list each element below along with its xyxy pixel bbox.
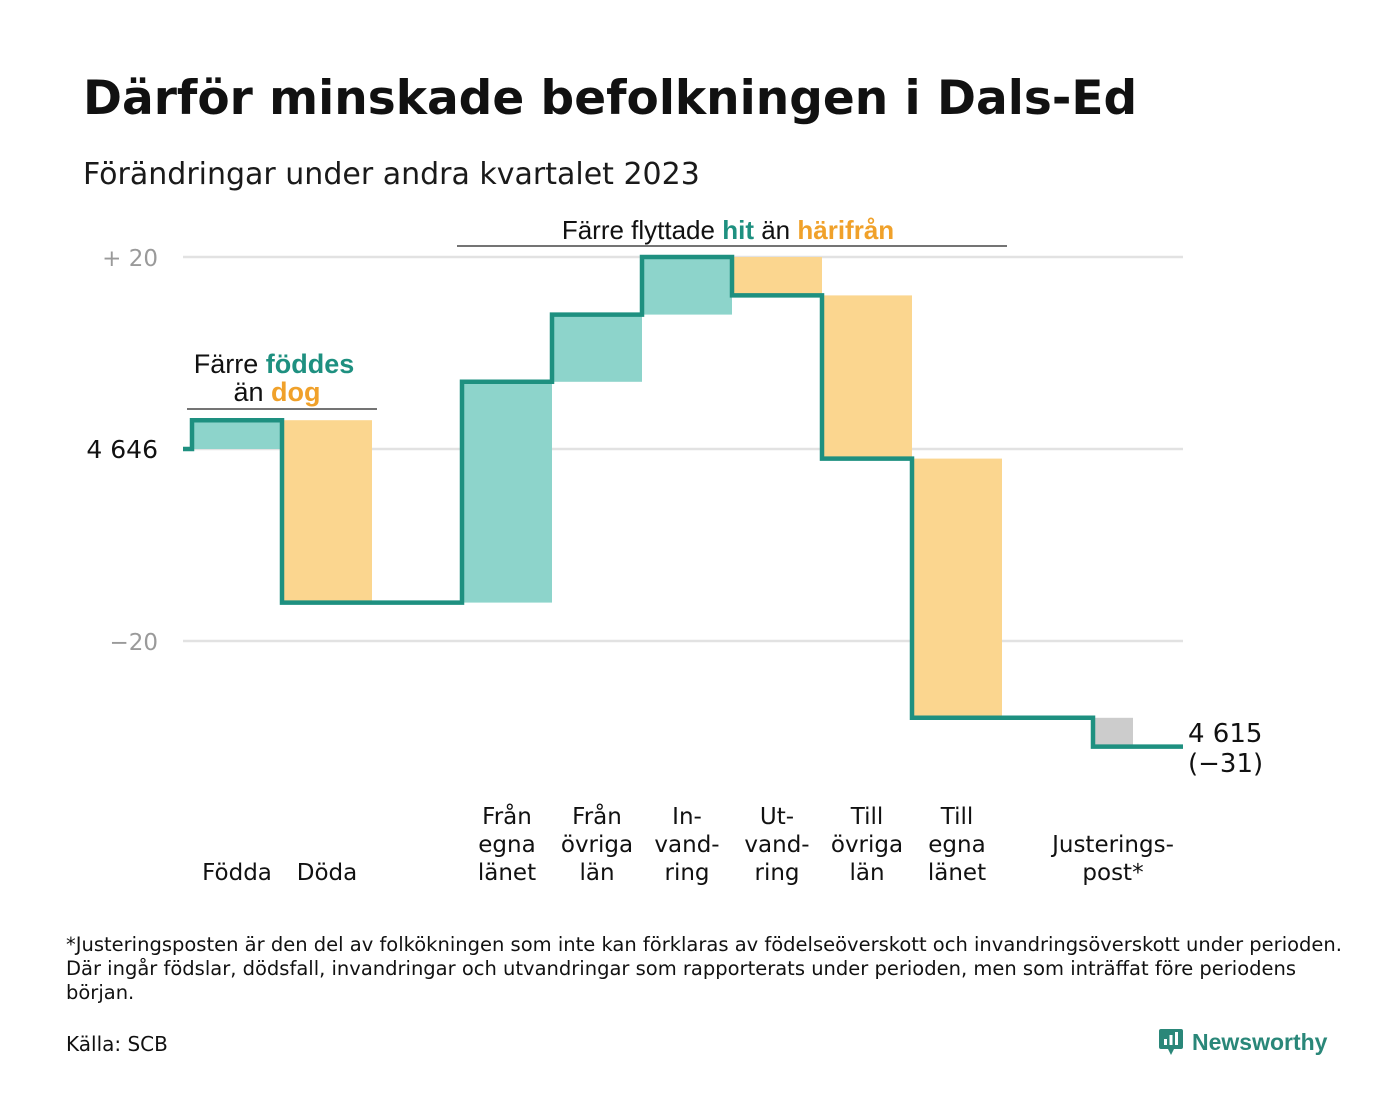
category-label: Födda [202,860,272,886]
brand-logo: Newsworthy [1158,1027,1327,1057]
waterfall-bar [912,458,1002,718]
newsworthy-icon [1159,1029,1183,1055]
category-label: Till egna länet [928,804,986,886]
waterfall-chart: + 20 4 646 −20 Födda Döda Från egna länet Från ö… [86,215,1263,886]
waterfall-bar [822,295,912,459]
source-label: Källa: SCB [66,1032,168,1056]
category-label: Ut-vand-ring [744,804,809,886]
end-value-label: 4 615 [1188,719,1262,749]
chart-subtitle: Förändringar under andra kvartalet 2023 [83,157,700,192]
waterfall-bar [732,257,822,296]
y-tick-label: 4 646 [86,435,158,464]
cumulative-step-line [183,254,1183,749]
y-tick-label: + 20 [102,246,158,272]
waterfall-bar [642,257,732,315]
y-tick-label: −20 [109,630,158,656]
waterfall-bar [1093,717,1133,747]
category-label: Från egna länet [478,802,536,886]
waterfall-bar [192,420,282,449]
category-label: Döda [297,860,357,886]
waterfall-bar [462,381,552,603]
waterfall-bar [552,314,642,382]
end-change-label: (−31) [1188,749,1263,779]
migration-annotation: Färre flyttade hit än härifrån [562,215,894,245]
category-label: Till övriga län [831,804,903,886]
brand-name: Newsworthy [1192,1028,1328,1055]
footnote: *Justeringsposten är den del av folkökni… [66,933,1342,1004]
births-annotation-line2: än dog [233,377,320,407]
category-label: Justerings-post* [1050,832,1174,886]
births-annotation-line1: Färre föddes [194,349,355,379]
chart-title: Därför minskade befolkningen i Dals-Ed [83,71,1138,126]
waterfall-bar [282,420,372,603]
category-label: In-vand-ring [654,804,719,886]
category-label: Från övriga län [561,802,633,886]
